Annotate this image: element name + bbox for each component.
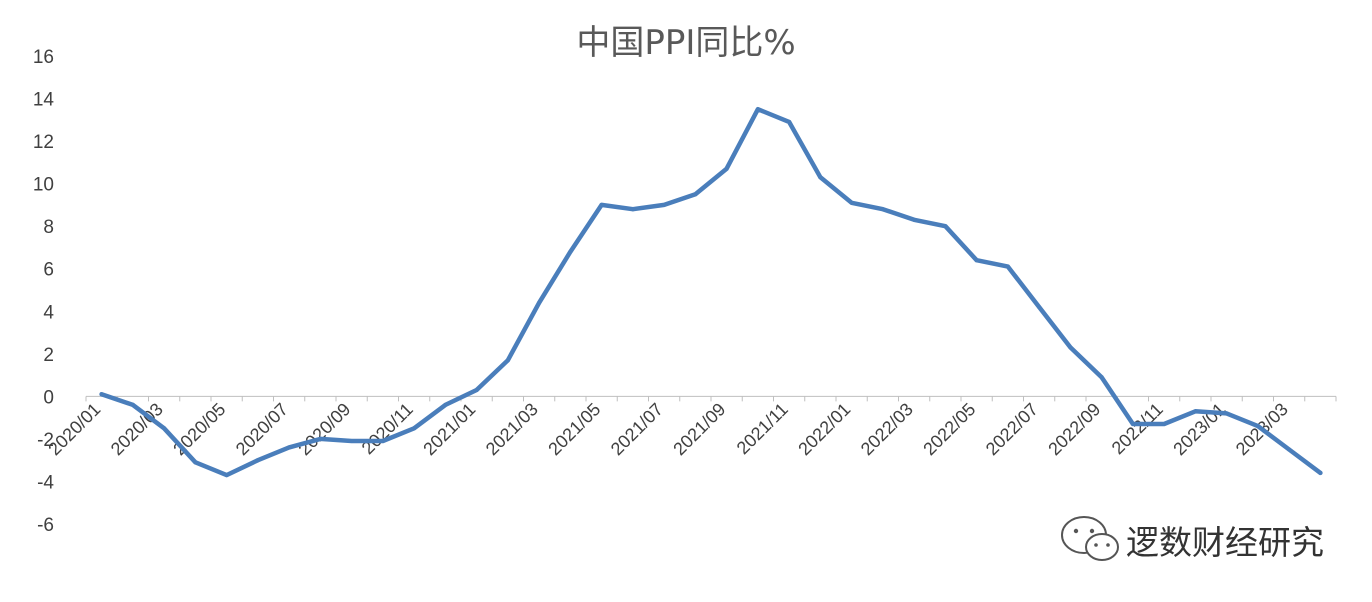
x-tick-label: 2022/05 <box>919 399 979 459</box>
y-axis-tick-labels: 16 14 12 10 8 6 4 2 0 -2 -4 -6 <box>33 47 55 536</box>
data-point <box>1037 305 1042 309</box>
watermark-text: 逻数财经研究 <box>1126 523 1324 562</box>
data-point <box>1162 422 1167 426</box>
watermark: 逻数财经研究 <box>1061 516 1324 562</box>
data-point <box>693 192 698 197</box>
y-tick-label: 8 <box>43 217 54 238</box>
data-point <box>1005 264 1010 269</box>
x-tick-label: 2021/03 <box>482 399 542 459</box>
data-point <box>568 249 573 254</box>
data-point <box>443 402 448 407</box>
y-tick-label: 4 <box>43 302 54 323</box>
y-tick-label: 10 <box>33 175 54 196</box>
x-tick-label: 2020/09 <box>294 399 354 459</box>
y-tick-label: -4 <box>37 472 54 493</box>
data-point <box>724 166 729 171</box>
y-tick-label: 12 <box>33 132 54 153</box>
data-point <box>1068 345 1073 350</box>
x-axis-tick-labels: 2020/01 2020/03 2020/05 2020/07 2020/09 2020/… <box>44 396 1337 459</box>
data-point <box>412 426 417 431</box>
data-point <box>99 392 104 397</box>
data-point <box>224 473 229 478</box>
y-tick-label: 14 <box>33 90 55 111</box>
data-point <box>755 107 760 112</box>
x-tick-label: 2021/07 <box>607 399 667 459</box>
x-tick-label: 2021/09 <box>669 399 729 459</box>
data-point <box>162 426 167 431</box>
data-point <box>943 224 948 229</box>
x-tick-label: 2020/05 <box>169 399 229 459</box>
data-point <box>1287 447 1292 452</box>
data-point <box>287 445 292 450</box>
data-point <box>880 207 885 212</box>
y-tick-label: -6 <box>37 515 54 536</box>
series-line <box>99 106 1323 478</box>
data-point <box>849 200 854 205</box>
x-tick-label: 2023/01 <box>1169 399 1229 459</box>
data-point <box>630 207 635 212</box>
data-point <box>474 388 479 392</box>
data-point <box>380 439 385 443</box>
data-point <box>255 458 260 463</box>
data-point <box>1099 375 1104 380</box>
data-point <box>537 300 542 305</box>
y-tick-label: 0 <box>43 387 54 408</box>
data-point <box>599 202 604 207</box>
data-point <box>130 402 135 407</box>
x-tick-label: 2021/01 <box>419 399 479 459</box>
data-point <box>1255 424 1260 429</box>
data-point <box>318 436 323 441</box>
data-point <box>1193 409 1198 414</box>
x-tick-label: 2022/03 <box>857 399 917 459</box>
data-point <box>1130 422 1135 426</box>
x-tick-label: 2021/05 <box>544 399 604 459</box>
y-tick-label: 6 <box>43 260 54 281</box>
x-tick-label: 2022/07 <box>982 399 1042 459</box>
data-point <box>1224 411 1229 416</box>
x-tick-label: 2022/09 <box>1044 399 1104 459</box>
x-tick-label: 2021/11 <box>733 399 792 458</box>
data-point <box>193 460 198 465</box>
data-point <box>349 439 354 443</box>
data-point <box>912 217 917 222</box>
wechat-icon <box>1061 516 1119 561</box>
y-tick-label: 16 <box>33 47 54 68</box>
y-tick-label: -2 <box>37 430 54 451</box>
data-point <box>662 202 667 207</box>
x-tick-label: 2022/11 <box>1108 399 1167 458</box>
chart-title: 中国PPI同比% <box>576 23 795 63</box>
y-tick-label: 2 <box>43 345 54 366</box>
data-point <box>818 175 823 180</box>
data-point <box>1318 470 1323 475</box>
series-group <box>99 106 1323 478</box>
x-tick-label: 2022/01 <box>794 399 854 459</box>
data-point <box>505 358 510 363</box>
data-point <box>974 258 979 263</box>
data-point <box>787 119 792 124</box>
